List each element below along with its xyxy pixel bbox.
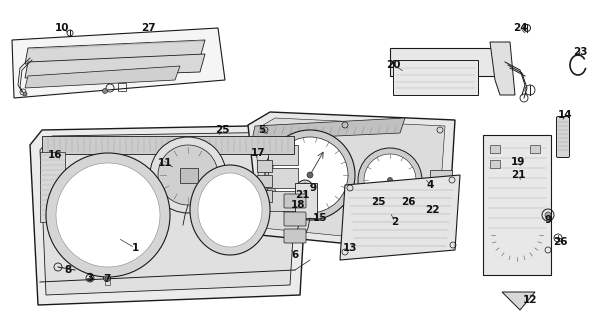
Text: 21: 21: [295, 190, 309, 200]
Text: 1: 1: [132, 243, 139, 253]
Bar: [268, 168, 298, 188]
Text: 26: 26: [401, 197, 415, 207]
Bar: [390, 48, 505, 76]
Text: 7: 7: [103, 274, 111, 284]
Bar: [180, 168, 198, 183]
Ellipse shape: [190, 165, 270, 255]
Text: 24: 24: [513, 23, 527, 33]
Text: 20: 20: [386, 60, 400, 70]
Bar: [118, 83, 126, 91]
Polygon shape: [252, 118, 405, 140]
Circle shape: [158, 145, 218, 205]
Text: 8: 8: [64, 265, 72, 275]
Text: 6: 6: [291, 250, 299, 260]
Text: 9: 9: [310, 183, 316, 193]
Bar: [105, 275, 110, 285]
Polygon shape: [25, 54, 205, 78]
Ellipse shape: [198, 173, 262, 247]
Bar: [257, 160, 272, 172]
Circle shape: [150, 137, 226, 213]
Polygon shape: [490, 42, 515, 95]
Circle shape: [23, 92, 27, 96]
Bar: [42, 136, 294, 154]
Text: 14: 14: [558, 110, 572, 120]
Text: 10: 10: [55, 23, 69, 33]
Circle shape: [387, 178, 393, 182]
Polygon shape: [25, 66, 180, 88]
Text: 26: 26: [553, 237, 567, 247]
Polygon shape: [340, 175, 460, 260]
Circle shape: [46, 153, 170, 277]
Text: 23: 23: [573, 47, 587, 57]
Circle shape: [307, 172, 313, 178]
Circle shape: [358, 148, 422, 212]
Polygon shape: [25, 40, 205, 64]
Polygon shape: [502, 292, 535, 310]
Polygon shape: [30, 125, 308, 305]
Bar: [268, 191, 298, 211]
Text: 17: 17: [251, 148, 265, 158]
Bar: [490, 160, 500, 168]
Bar: [430, 200, 452, 210]
Text: 25: 25: [371, 197, 385, 207]
Text: 3: 3: [87, 273, 93, 283]
Bar: [483, 135, 551, 275]
Polygon shape: [248, 112, 455, 245]
Text: 15: 15: [313, 213, 327, 223]
Text: 5: 5: [258, 125, 265, 135]
Polygon shape: [255, 118, 445, 238]
Circle shape: [545, 212, 551, 218]
Bar: [268, 145, 298, 165]
Bar: [430, 170, 452, 180]
Text: 21: 21: [511, 170, 525, 180]
Bar: [295, 183, 317, 218]
FancyBboxPatch shape: [556, 116, 570, 157]
Bar: [257, 190, 272, 202]
Polygon shape: [12, 28, 225, 98]
Text: 25: 25: [215, 125, 229, 135]
Text: 22: 22: [425, 205, 439, 215]
Circle shape: [272, 137, 348, 213]
Text: 18: 18: [291, 200, 305, 210]
FancyBboxPatch shape: [284, 229, 306, 243]
Text: 19: 19: [511, 157, 525, 167]
Text: 4: 4: [426, 180, 434, 190]
Bar: [393, 60, 478, 95]
Circle shape: [265, 130, 355, 220]
Text: 9: 9: [544, 215, 551, 225]
Circle shape: [102, 89, 107, 93]
FancyBboxPatch shape: [284, 212, 306, 226]
Circle shape: [56, 163, 160, 267]
Bar: [430, 185, 452, 195]
Text: 12: 12: [523, 295, 538, 305]
Bar: [530, 145, 540, 153]
Circle shape: [364, 154, 416, 206]
Bar: [257, 175, 272, 187]
Text: 2: 2: [391, 217, 399, 227]
Text: 16: 16: [48, 150, 62, 160]
Bar: [40, 152, 65, 222]
Circle shape: [297, 180, 313, 196]
Polygon shape: [40, 132, 298, 295]
FancyBboxPatch shape: [284, 194, 306, 208]
Text: 11: 11: [158, 158, 172, 168]
Text: 27: 27: [141, 23, 155, 33]
Bar: [490, 145, 500, 153]
Text: 13: 13: [343, 243, 358, 253]
Circle shape: [300, 183, 310, 193]
